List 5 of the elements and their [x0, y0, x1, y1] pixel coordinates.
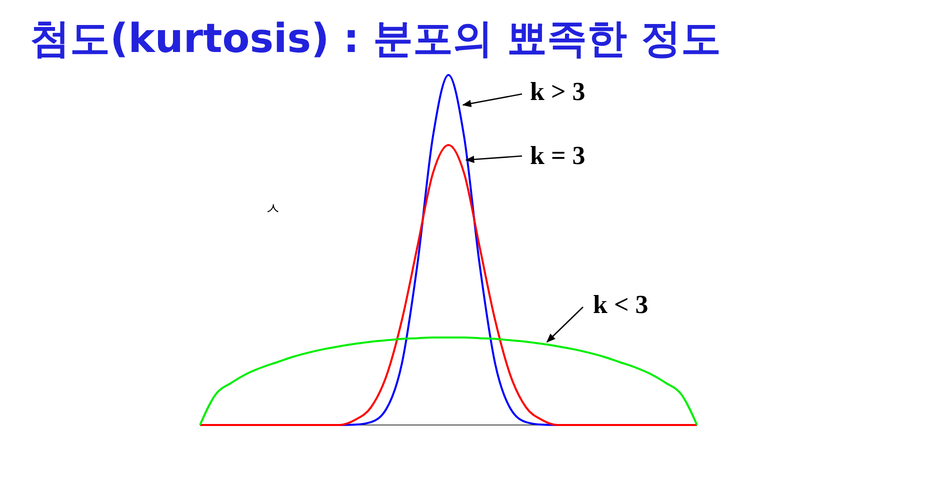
text: k > 3 — [530, 77, 586, 106]
series-label: k < 3 — [593, 290, 648, 319]
annotation: ㅅ — [265, 199, 281, 218]
chart-title: 첨도(kurtosis) : 분포의 뾰족한 정도 — [30, 16, 721, 62]
text: k = 3 — [530, 141, 586, 170]
